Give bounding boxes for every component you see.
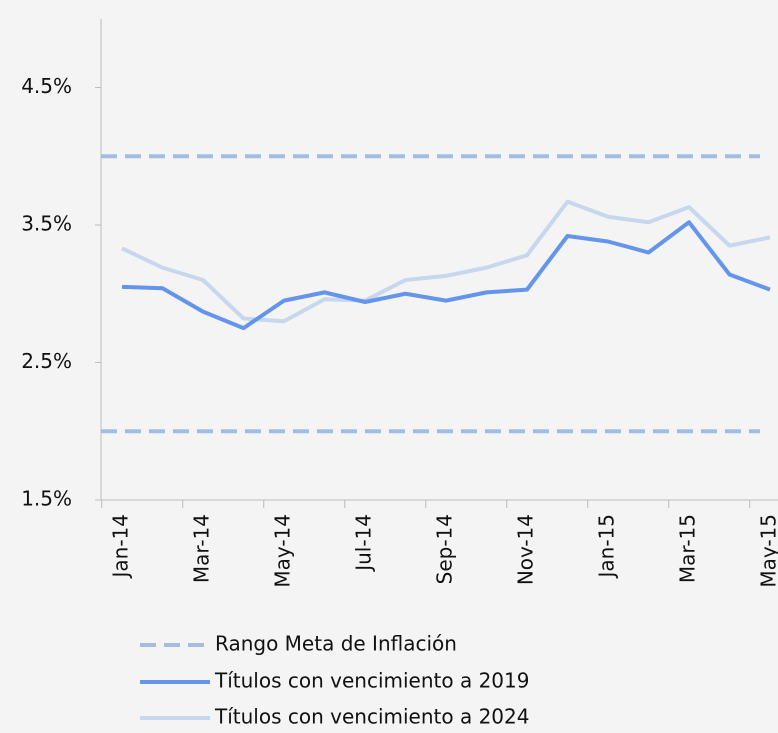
legend-label: Títulos con vencimiento a 2019: [214, 669, 529, 693]
x-tick-label: Mar-14: [190, 514, 214, 583]
series-line: [121, 220, 771, 331]
legend-label: Rango Meta de Inflación: [215, 632, 457, 656]
x-tick-label: Sep-14: [433, 514, 457, 584]
x-tick-label: Jan-15: [595, 514, 619, 580]
y-tick-label: 3.5%: [21, 212, 72, 236]
y-tick-label: 2.5%: [21, 349, 72, 373]
x-tick-label: May-14: [271, 514, 295, 588]
legend-label: Títulos con vencimiento a 2024: [214, 705, 529, 729]
y-tick-label: 1.5%: [21, 487, 72, 511]
x-tick-label: Jan-14: [109, 514, 133, 580]
y-tick-label: 4.5%: [21, 74, 72, 98]
x-tick-label: May-15: [757, 514, 778, 588]
series-line: [121, 199, 771, 324]
x-tick-label: Nov-14: [514, 514, 538, 585]
x-tick-label: Jul-14: [352, 514, 376, 573]
x-tick-label: Mar-15: [676, 514, 700, 583]
